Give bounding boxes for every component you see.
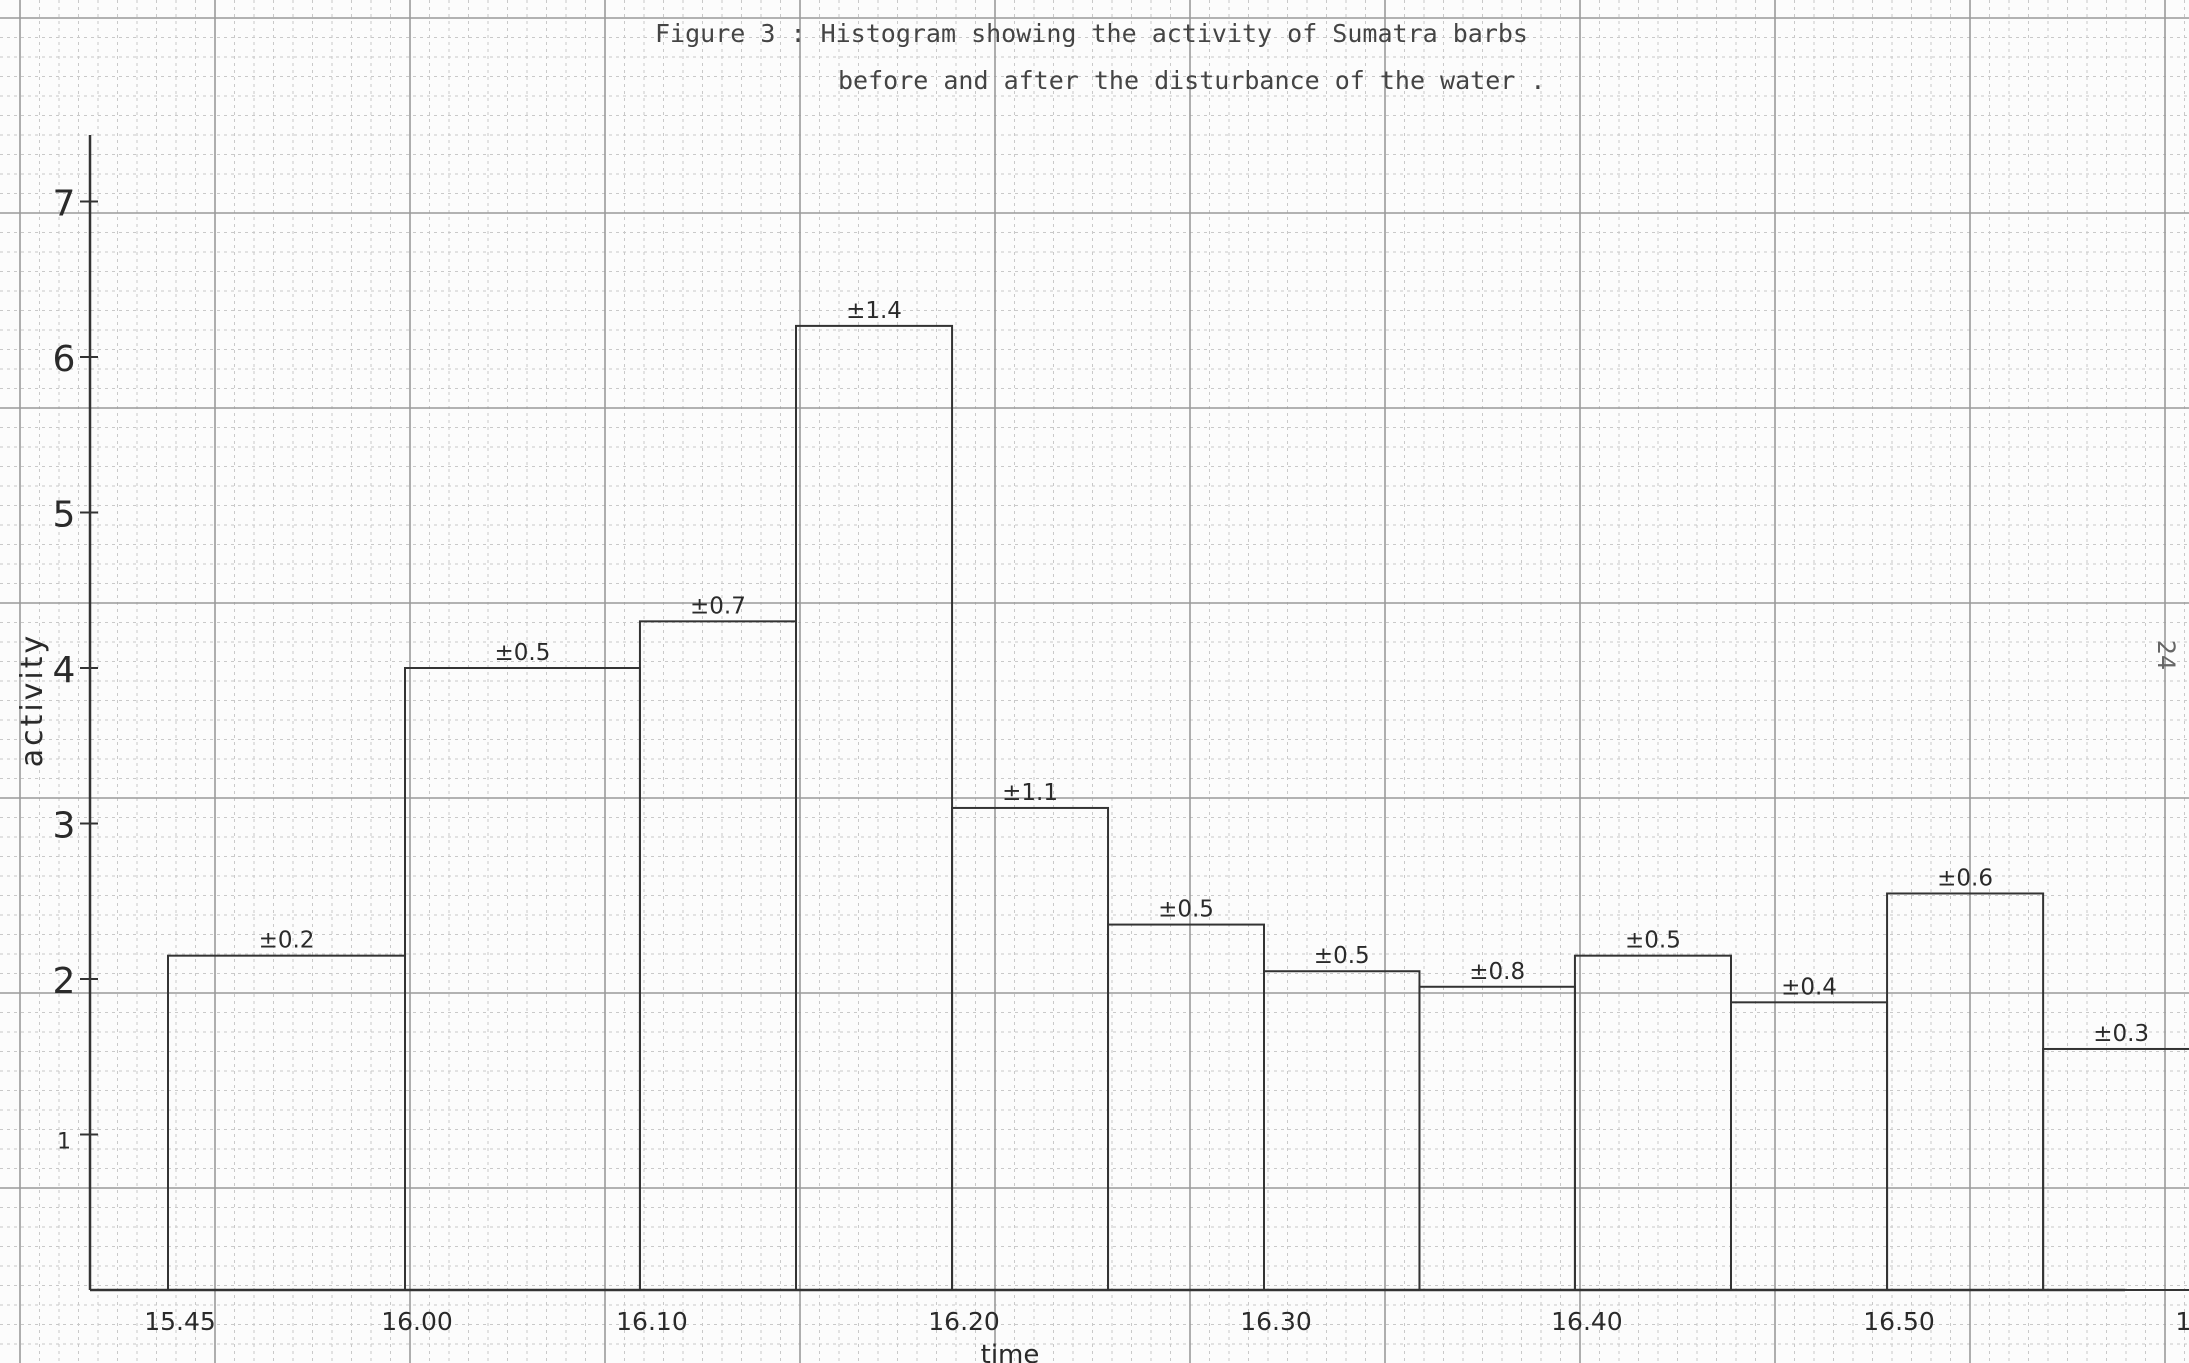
y-tick-label: 2 bbox=[53, 961, 76, 1002]
chart-title: Figure 3 : Histogram showing the activit… bbox=[655, 19, 1528, 48]
y-tick-label: 7 bbox=[53, 184, 76, 225]
x-tick-label: 16.50 bbox=[1863, 1307, 1935, 1336]
bar-error-label: ±1.4 bbox=[846, 298, 902, 324]
bar bbox=[2042, 1047, 2189, 1291]
bars: ±0.2 ±0.5 ±0.7 ±1.4 ±1.1 ±0.5 ±0.5 ±0.8 ±0.5 ±0.4… bbox=[167, 298, 2189, 1292]
bar-error-label: ±0.5 bbox=[1158, 897, 1214, 923]
bar-error-label: ±0.2 bbox=[259, 928, 315, 954]
bar-error-label: ±0.5 bbox=[1625, 928, 1681, 954]
y-tick-label: 5 bbox=[53, 495, 76, 536]
bar-error-label: ±0.3 bbox=[2093, 1021, 2149, 1047]
bar bbox=[1263, 970, 1421, 1291]
x-tick-label: 16.20 bbox=[928, 1307, 1000, 1336]
x-tick-label: 17.00 bbox=[2175, 1307, 2189, 1336]
bar-error-label: ±0.5 bbox=[495, 640, 551, 666]
y-tick-label: 4 bbox=[53, 650, 76, 691]
y-tick-label: 3 bbox=[53, 806, 76, 847]
bar bbox=[1886, 892, 2045, 1291]
bar-error-label: ±0.8 bbox=[1469, 959, 1525, 985]
y-tick-label: 1 bbox=[57, 1130, 71, 1155]
bar bbox=[167, 954, 406, 1291]
bar bbox=[951, 806, 1110, 1291]
x-tick-label: 16.30 bbox=[1240, 1307, 1312, 1336]
bar-error-label: ±0.5 bbox=[1314, 943, 1370, 969]
page-number: 24 bbox=[2152, 640, 2180, 671]
bar-error-label: ±1.1 bbox=[1002, 780, 1058, 806]
chart-subtitle: before and after the disturbance of the … bbox=[838, 66, 1545, 95]
x-tick-label: 15.45 bbox=[144, 1307, 216, 1336]
y-tick-label: 6 bbox=[53, 339, 76, 380]
x-tick-label: 16.10 bbox=[616, 1307, 688, 1336]
x-axis-label: time bbox=[981, 1340, 1040, 1363]
bar-error-label: ±0.6 bbox=[1937, 865, 1993, 891]
x-tick-label: 16.00 bbox=[381, 1307, 453, 1336]
bar-error-label: ±0.4 bbox=[1781, 974, 1837, 1000]
y-axis-label: activity bbox=[15, 633, 50, 768]
bar-error-label: ±0.7 bbox=[690, 593, 746, 619]
x-tick-label: 16.40 bbox=[1551, 1307, 1623, 1336]
bar bbox=[1573, 954, 1733, 1291]
